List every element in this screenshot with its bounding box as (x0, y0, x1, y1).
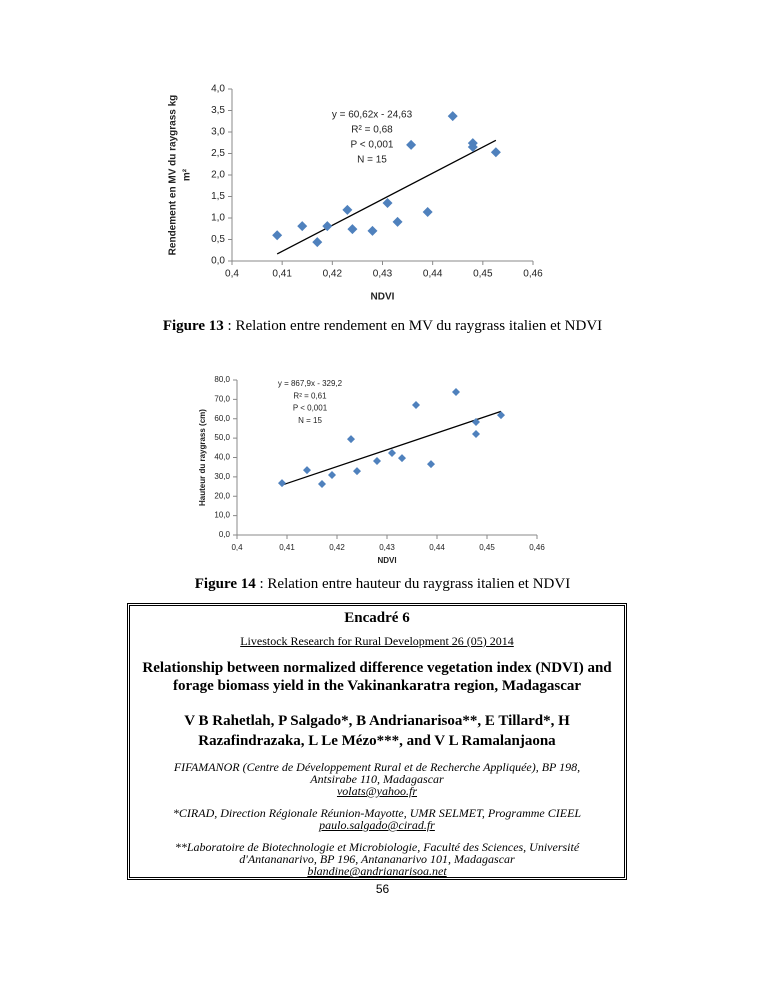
point (452, 388, 460, 397)
annotation: P < 0,001 (293, 404, 328, 413)
x-tick-label: 0,45 (473, 269, 493, 280)
x-tick-label: 0,4 (225, 269, 239, 280)
affiliation: FIFAMANOR (Centre de Développement Rural… (160, 761, 594, 797)
figure-caption: Figure 13 : Relation entre rendement en … (0, 318, 765, 335)
email: volats@yahoo.fr (336, 784, 418, 798)
point (347, 224, 358, 235)
x-tick-label: 0,41 (272, 269, 292, 280)
x-tick-label: 0,42 (323, 269, 343, 280)
point (422, 206, 433, 217)
point (427, 460, 435, 469)
email: blandine@andrianarisoa.net (307, 864, 447, 878)
x-axis-label: NDVI (371, 292, 395, 303)
charts: 0,00,51,01,52,02,53,03,54,00,4 0,41 0,42 0,… (168, 84, 546, 565)
point (297, 221, 308, 232)
point (388, 449, 396, 458)
point (392, 216, 403, 227)
point (367, 225, 378, 236)
point (398, 454, 406, 463)
point (303, 466, 311, 475)
point (342, 204, 353, 215)
annotation: N = 15 (298, 416, 322, 425)
point (472, 430, 480, 439)
x-tick-label: 0,43 (379, 543, 395, 552)
affiliation-text: FIFAMANOR (Centre de Développement Rural… (173, 760, 581, 786)
y-axis-label: Rendement en MV du raygrass kg (168, 95, 179, 256)
email: paulo.salgado@cirad.fr (319, 818, 435, 832)
x-tick-label: 0,44 (429, 543, 445, 552)
x-axis-label: NDVI (377, 556, 396, 565)
point (322, 221, 333, 232)
point (353, 467, 361, 476)
y-tick-label: 0,0 (211, 256, 225, 267)
y-axis-label: m² (182, 168, 193, 181)
x-tick-label: 0,46 (529, 543, 545, 552)
annotation: R² = 0,68 (351, 125, 393, 136)
point (412, 400, 420, 409)
y-tick-label: 4,0 (211, 84, 225, 95)
point (347, 435, 355, 444)
annotation: N = 15 (357, 155, 387, 166)
y-tick-label: 1,5 (211, 191, 225, 202)
point (447, 111, 458, 122)
x-tick-label: 0,46 (523, 269, 543, 280)
x-tick-label: 0,4 (231, 543, 243, 552)
y-tick-label: 40,0 (214, 453, 230, 462)
point (472, 418, 480, 427)
point (278, 479, 286, 488)
x-tick-label: 0,44 (423, 269, 443, 280)
affiliation-text: *CIRAD, Direction Régionale Réunion-Mayo… (172, 806, 582, 820)
y-tick-label: 3,5 (211, 105, 225, 116)
trendline (276, 139, 497, 255)
point (467, 142, 478, 153)
page-number: 56 (375, 882, 390, 896)
caption-text: : Relation entre hauteur du raygrass ita… (255, 576, 571, 592)
affiliation-text: **Laboratoire de Biotechnologie et Micro… (174, 840, 580, 866)
y-tick-label: 30,0 (214, 472, 230, 481)
annotation: R² = 0,61 (293, 391, 327, 400)
point (373, 456, 381, 465)
point (497, 411, 505, 420)
point (406, 139, 417, 150)
y-tick-label: 80,0 (214, 375, 230, 384)
point (318, 480, 326, 489)
annotation: y = 867,9x - 329,2 (278, 379, 343, 388)
y-axis-label: Hauteur du raygrass (cm) (198, 409, 207, 506)
point (490, 147, 501, 158)
annotation: P < 0,001 (351, 140, 394, 151)
y-tick-label: 50,0 (214, 433, 230, 442)
affiliation: **Laboratoire de Biotechnologie et Micro… (160, 841, 594, 877)
y-tick-label: 10,0 (214, 511, 230, 520)
y-tick-label: 70,0 (214, 394, 230, 403)
y-tick-label: 20,0 (214, 491, 230, 500)
x-tick-label: 0,41 (279, 543, 295, 552)
caption-label: Figure 13 (162, 318, 224, 334)
point (382, 197, 393, 208)
x-tick-label: 0,43 (373, 269, 393, 280)
y-tick-label: 0,5 (211, 234, 225, 245)
y-tick-label: 60,0 (214, 414, 230, 423)
point (328, 470, 336, 479)
x-tick-label: 0,45 (479, 543, 495, 552)
source: Livestock Research for Rural Development… (240, 634, 514, 648)
caption-label: Figure 14 (194, 576, 256, 592)
y-tick-label: 2,5 (211, 148, 225, 159)
text-box: Encadré 6 Livestock Research for Rural D… (127, 603, 627, 880)
annotation: y = 60,62x - 24,63 (332, 110, 413, 121)
point (272, 230, 283, 241)
article-title: Relationship between normalized differen… (142, 660, 612, 694)
y-tick-label: 1,0 (211, 213, 225, 224)
caption-text: : Relation entre rendement en MV du rayg… (223, 318, 603, 334)
x-tick-label: 0,42 (329, 543, 345, 552)
y-tick-label: 3,0 (211, 127, 225, 138)
y-tick-label: 0,0 (219, 530, 231, 539)
y-tick-label: 2,0 (211, 170, 225, 181)
authors: V B Rahetlah, P Salgado*, B Andrianariso… (184, 713, 570, 749)
trendline (281, 410, 502, 486)
box-title: Encadré 6 (344, 610, 410, 626)
figure-caption: Figure 14 : Relation entre hauteur du ra… (0, 576, 765, 593)
point (312, 237, 323, 248)
affiliation: *CIRAD, Direction Régionale Réunion-Mayo… (160, 807, 594, 831)
